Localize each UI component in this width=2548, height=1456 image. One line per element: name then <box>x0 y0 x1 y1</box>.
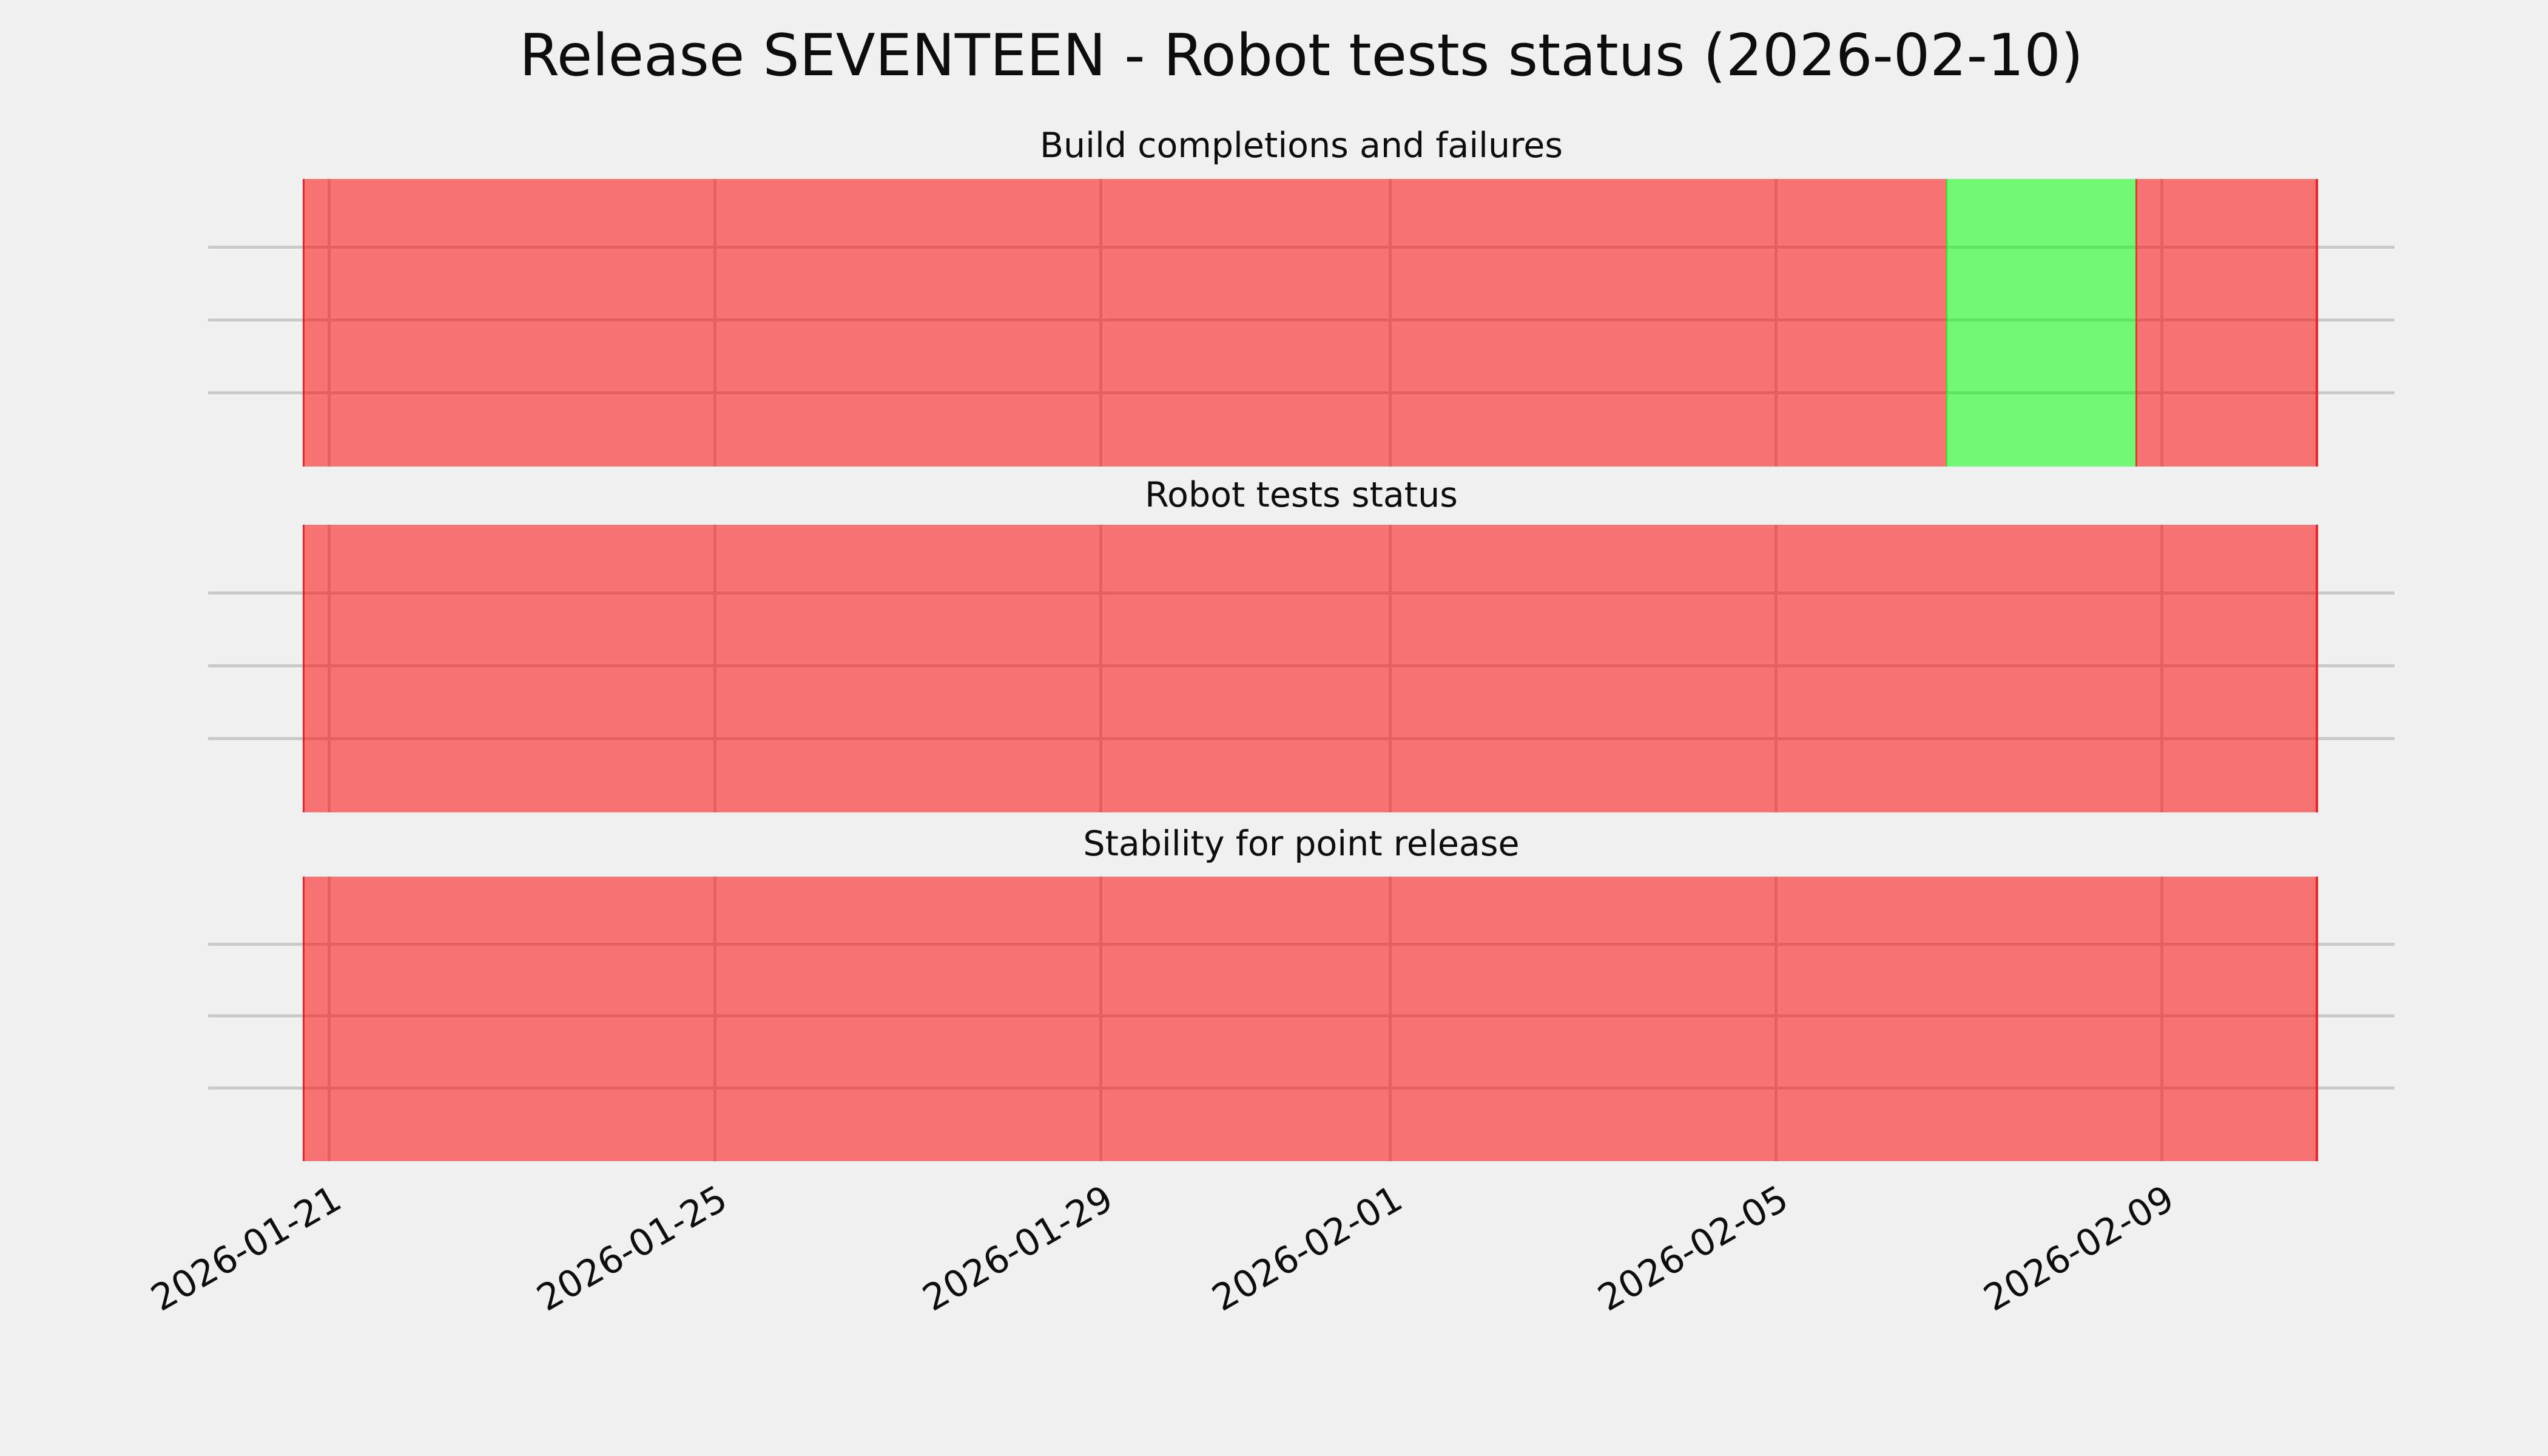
x-tick-label: 2026-02-01 <box>1205 1177 1410 1320</box>
x-tick-label: 2026-01-25 <box>530 1177 735 1320</box>
subplot-title-stability: Stability for point release <box>1083 824 1520 864</box>
status-span-green-success <box>1946 179 2137 467</box>
status-span-red-failure <box>302 525 2319 812</box>
subplot-title-robot-tests: Robot tests status <box>1145 475 1458 515</box>
status-span-red-failure <box>302 179 1947 467</box>
x-tick-label: 2026-02-05 <box>1591 1177 1796 1320</box>
axes-stability <box>208 877 2395 1161</box>
subplot-title-build-completions: Build completions and failures <box>1039 126 1563 166</box>
status-span-red-failure <box>302 877 2319 1161</box>
status-span-red-failure <box>2137 179 2319 467</box>
x-tick-label: 2026-02-09 <box>1977 1177 2182 1320</box>
chart-title: Release SEVENTEEN - Robot tests status (… <box>519 22 2083 89</box>
x-tick-label: 2026-01-29 <box>915 1177 1121 1320</box>
axes-build-completions <box>208 179 2395 467</box>
axes-robot-tests <box>208 525 2395 812</box>
x-tick-label: 2026-01-21 <box>144 1177 349 1320</box>
